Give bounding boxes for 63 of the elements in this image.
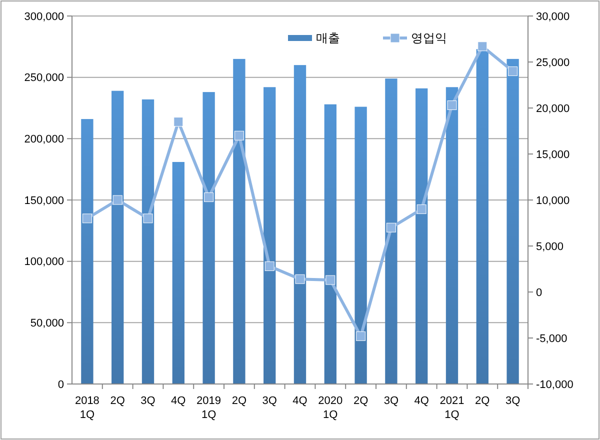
bar <box>202 92 215 384</box>
bar <box>112 90 124 384</box>
bar <box>354 106 367 384</box>
x-tick-label: 3Q <box>505 395 521 407</box>
y-tick-label: 50,000 <box>30 318 64 330</box>
point <box>416 204 426 214</box>
y-tick-label: 100,000 <box>24 256 64 268</box>
bar <box>506 58 519 384</box>
bar <box>416 88 428 384</box>
x-tick-label: 2Q <box>110 395 126 407</box>
x-tick-label: 4Q <box>292 395 308 407</box>
y2-tick-label: 15,000 <box>536 148 570 161</box>
legend-label: 영업익 <box>411 31 447 46</box>
bar <box>172 162 184 384</box>
point <box>112 195 122 205</box>
bar <box>324 104 336 384</box>
x-tick-label: 3Q <box>384 395 399 407</box>
x-tick-label: 2Q <box>353 395 369 407</box>
x-tick-label: 2021 1Q <box>440 395 464 421</box>
y2-tick-label: -10,000 <box>536 378 574 391</box>
point <box>174 117 184 127</box>
point <box>478 42 488 52</box>
y2-tick-label: 25,000 <box>536 56 570 69</box>
y-tick-label: 0 <box>58 378 64 391</box>
x-tick-label: 4Q <box>171 395 186 407</box>
x-tick-label: 4Q <box>414 395 430 407</box>
x-tick-label: 3Q <box>140 395 156 407</box>
y2-tick-label: 10,000 <box>536 194 570 207</box>
y-tick-label: 200,000 <box>24 134 64 146</box>
point <box>82 214 92 224</box>
point <box>234 130 244 140</box>
y2-tick-label: 5,000 <box>536 240 564 253</box>
y-tick-label: 300,000 <box>24 10 64 23</box>
bar <box>476 49 488 384</box>
y-tick-label: 250,000 <box>24 72 64 84</box>
x-tick-label: 2020 1Q <box>318 395 343 421</box>
y2-tick-label: 30,000 <box>536 10 570 23</box>
bar <box>233 58 246 384</box>
point <box>264 261 274 271</box>
point <box>326 275 336 285</box>
point <box>447 100 457 110</box>
bar <box>142 99 154 384</box>
point <box>295 274 305 284</box>
x-tick-label: 2019 1Q <box>196 395 222 421</box>
point <box>143 214 153 224</box>
point <box>386 222 396 232</box>
y2-tick-label: 0 <box>536 286 542 299</box>
bar <box>264 87 276 384</box>
bar <box>385 78 398 384</box>
point <box>508 66 518 76</box>
y2-tick-label: 20,000 <box>536 102 570 115</box>
bar <box>81 119 94 384</box>
bar <box>446 87 458 384</box>
legend-label: 매출 <box>316 31 340 46</box>
x-tick-label: 2018 1Q <box>74 395 100 421</box>
y-tick-label: 150,000 <box>24 194 64 207</box>
x-tick-label: 3Q <box>262 395 278 407</box>
y2-tick-label: -5,000 <box>536 332 568 345</box>
point <box>204 192 214 202</box>
bar <box>294 65 306 384</box>
point <box>356 331 366 341</box>
x-tick-label: 2Q <box>475 395 490 407</box>
x-tick-label: 2Q <box>232 395 247 407</box>
